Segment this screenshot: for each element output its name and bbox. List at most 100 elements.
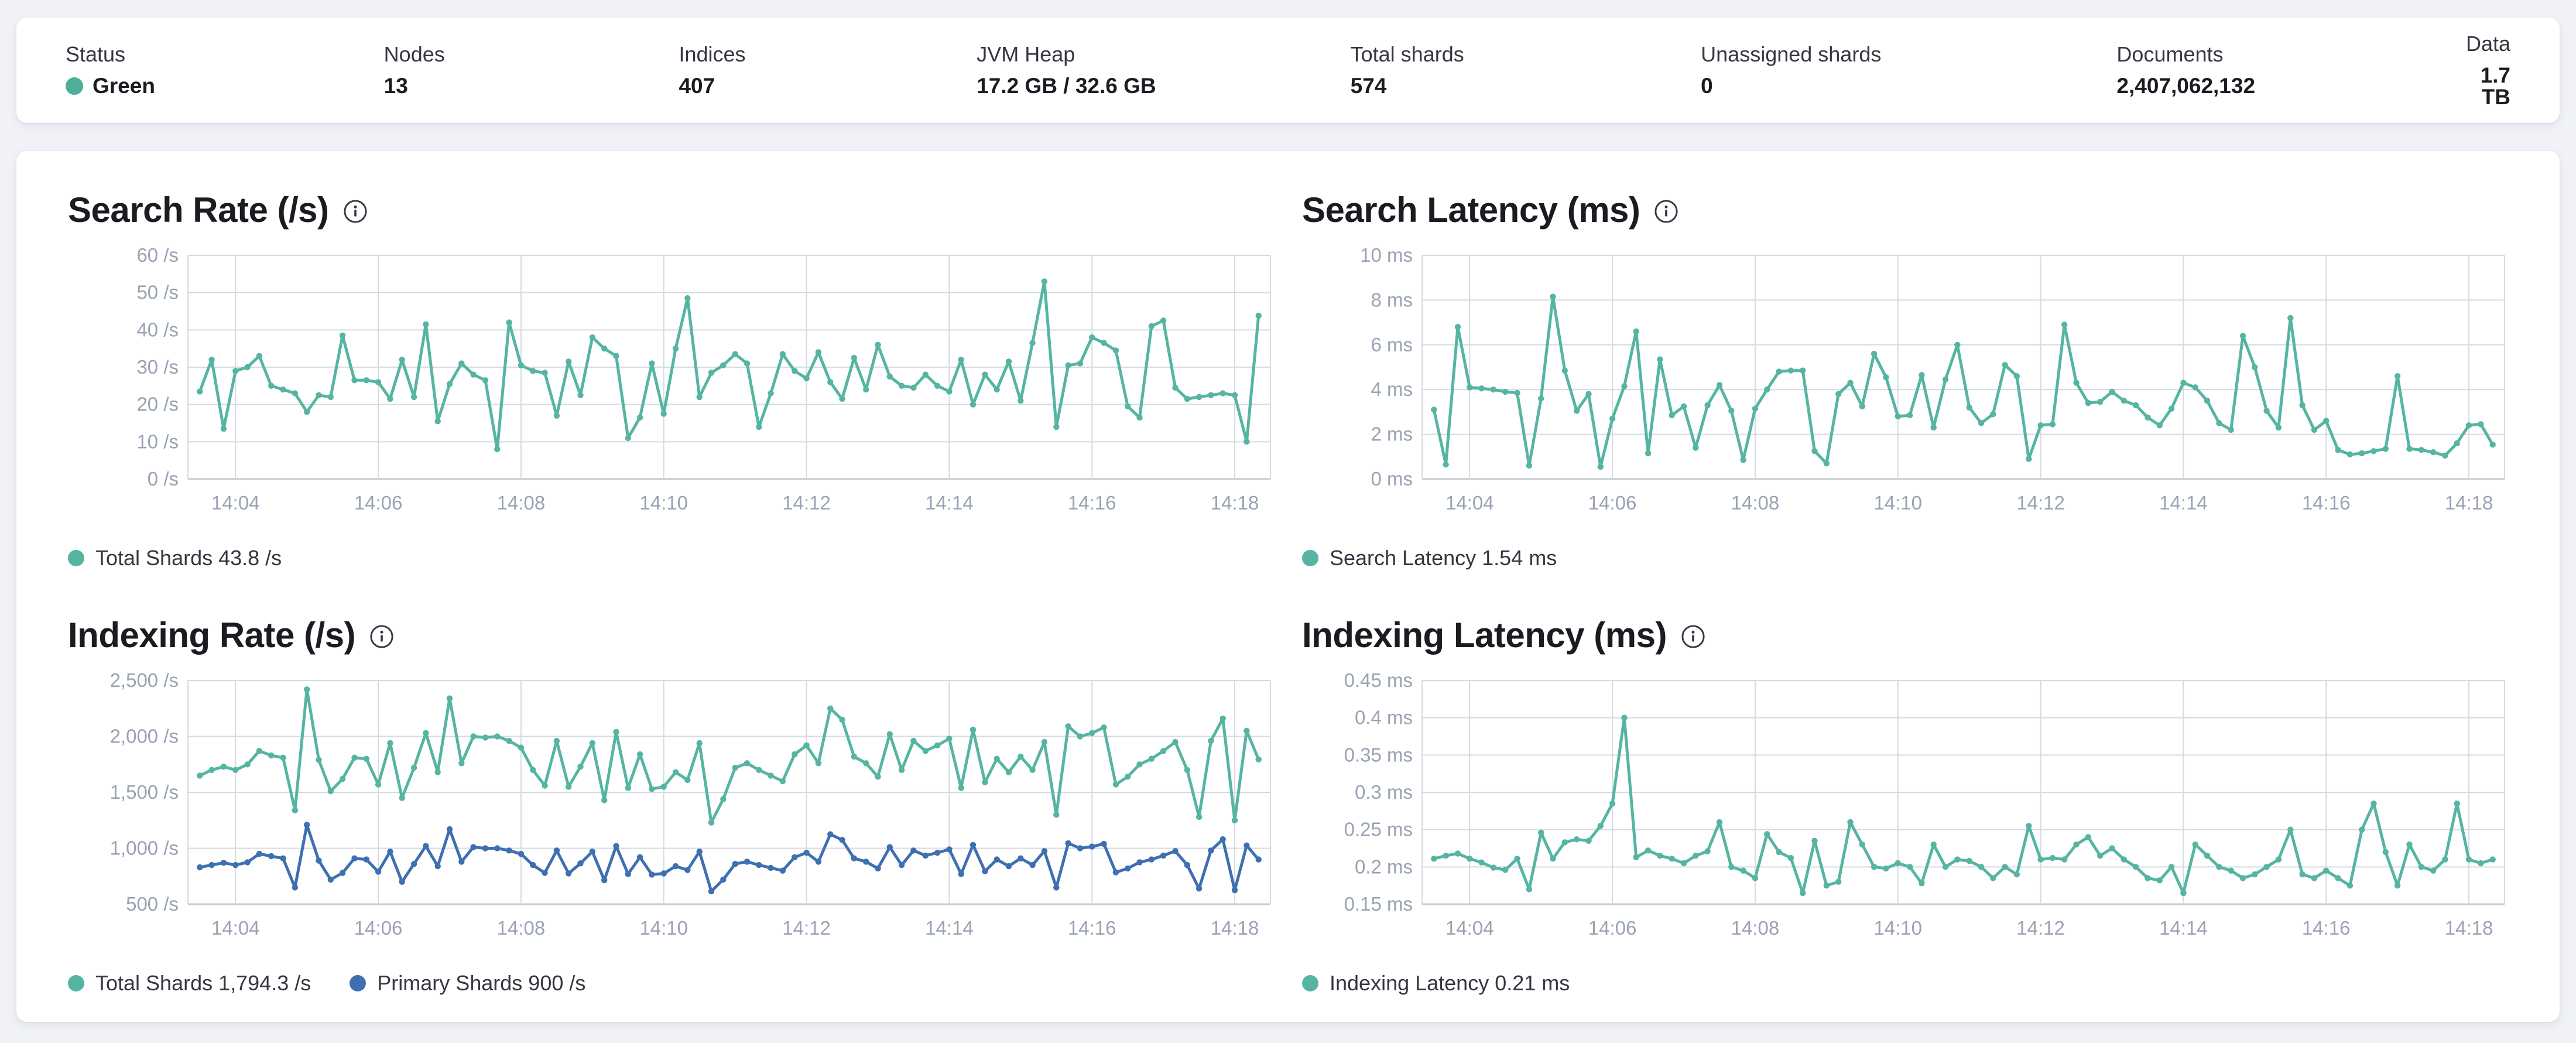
legend-dot-icon — [350, 975, 366, 991]
svg-text:14:16: 14:16 — [1068, 917, 1116, 939]
legend-label: Total Shards 1,794.3 /s — [95, 971, 311, 995]
chart-header: Indexing Rate (/s) — [68, 607, 1275, 663]
chart-title: Indexing Latency (ms) — [1302, 615, 1667, 655]
svg-text:14:10: 14:10 — [639, 917, 688, 939]
svg-text:14:12: 14:12 — [2016, 917, 2065, 939]
stat-status: Status Green — [66, 44, 384, 97]
svg-text:2,000 /s: 2,000 /s — [110, 726, 179, 747]
legend-item[interactable]: Total Shards 1,794.3 /s — [68, 971, 311, 996]
stat-label: Unassigned shards — [1701, 42, 1882, 66]
chart-search-latency: Search Latency (ms) 0 ms 2 ms 4 ms 6 ms 8 ms… — [1302, 182, 2509, 576]
chart-title: Search Rate (/s) — [68, 190, 329, 230]
indexing-rate-plot[interactable]: 500 /s 1,000 /s 1,500 /s 2,000 /s 2,500 /s 14… — [68, 663, 1275, 963]
status-text: Green — [93, 74, 155, 98]
svg-text:14:04: 14:04 — [1445, 917, 1494, 939]
legend-label: Primary Shards 900 /s — [377, 971, 586, 995]
svg-text:14:10: 14:10 — [639, 492, 688, 514]
svg-text:14:10: 14:10 — [1873, 492, 1922, 514]
svg-text:14:08: 14:08 — [497, 492, 546, 514]
stat-label: Total shards — [1350, 42, 1464, 66]
stat-value: 0 — [1701, 74, 1713, 98]
stat-unassigned-shards: Unassigned shards 0 — [1701, 44, 2116, 97]
chart-search-rate: Search Rate (/s) 0 /s 10 /s 20 /s 30 /s 40 /… — [68, 182, 1275, 576]
svg-text:6 ms: 6 ms — [1371, 334, 1413, 355]
svg-text:10 /s: 10 /s — [136, 430, 179, 452]
search-latency-plot[interactable]: 0 ms 2 ms 4 ms 6 ms 8 ms 10 ms 14:04 14:06 14:08… — [1302, 238, 2509, 538]
stat-value: 13 — [383, 74, 408, 98]
svg-text:0.2 ms: 0.2 ms — [1355, 856, 1413, 877]
svg-text:14:08: 14:08 — [497, 917, 546, 939]
legend-item[interactable]: Indexing Latency 0.21 ms — [1302, 971, 1570, 996]
svg-text:4 ms: 4 ms — [1371, 378, 1413, 400]
svg-text:2,500 /s: 2,500 /s — [110, 669, 179, 691]
status-value: Green — [66, 75, 384, 97]
svg-text:8 ms: 8 ms — [1371, 289, 1413, 310]
svg-text:1,000 /s: 1,000 /s — [110, 837, 179, 859]
legend-label: Total Shards 43.8 /s — [95, 546, 282, 570]
svg-text:14:08: 14:08 — [1731, 492, 1780, 514]
stat-label: Data — [2465, 31, 2510, 56]
legend-dot-icon — [1302, 550, 1318, 566]
chart-header: Indexing Latency (ms) — [1302, 607, 2509, 663]
legend-item[interactable]: Total Shards 43.8 /s — [68, 546, 282, 570]
svg-text:14:14: 14:14 — [925, 492, 974, 514]
svg-text:14:12: 14:12 — [782, 917, 831, 939]
svg-text:14:18: 14:18 — [2445, 492, 2493, 514]
chart-legend: Total Shards 1,794.3 /s Primary Shards 90… — [68, 965, 1275, 1001]
stat-value: 17.2 GB / 32.6 GB — [977, 74, 1156, 98]
svg-text:14:12: 14:12 — [782, 492, 831, 514]
svg-text:0.15 ms: 0.15 ms — [1344, 893, 1413, 915]
stat-label: Status — [66, 42, 126, 66]
stat-indices: Indices 407 — [679, 44, 977, 97]
svg-text:10 ms: 10 ms — [1360, 244, 1413, 266]
info-icon[interactable] — [1654, 199, 1678, 224]
svg-text:14:18: 14:18 — [2445, 917, 2493, 939]
svg-text:14:18: 14:18 — [1211, 492, 1259, 514]
stat-data-size: Data 1.7 TB — [2466, 33, 2510, 108]
svg-text:14:16: 14:16 — [2302, 492, 2351, 514]
stat-documents: Documents 2,407,062,132 — [2116, 44, 2466, 97]
svg-text:14:06: 14:06 — [1588, 492, 1637, 514]
info-icon[interactable] — [343, 199, 368, 224]
svg-text:14:12: 14:12 — [2016, 492, 2065, 514]
stat-label: JVM Heap — [977, 42, 1075, 66]
svg-text:0.25 ms: 0.25 ms — [1344, 819, 1413, 840]
svg-text:14:04: 14:04 — [211, 917, 260, 939]
chart-title: Indexing Rate (/s) — [68, 615, 356, 655]
svg-text:0 /s: 0 /s — [148, 468, 179, 490]
legend-item[interactable]: Primary Shards 900 /s — [350, 971, 585, 996]
info-icon[interactable] — [369, 624, 394, 649]
search-rate-plot[interactable]: 0 /s 10 /s 20 /s 30 /s 40 /s 50 /s 60 /s 14:04 1… — [68, 238, 1275, 538]
svg-text:0.4 ms: 0.4 ms — [1355, 707, 1413, 729]
legend-item[interactable]: Search Latency 1.54 ms — [1302, 546, 1557, 570]
svg-text:30 /s: 30 /s — [136, 356, 179, 378]
svg-text:14:06: 14:06 — [354, 917, 403, 939]
svg-text:0.3 ms: 0.3 ms — [1355, 781, 1413, 803]
stat-value: 1.7 TB — [2480, 63, 2510, 109]
info-icon[interactable] — [1681, 624, 1705, 649]
svg-text:14:14: 14:14 — [2159, 492, 2208, 514]
chart-legend: Total Shards 43.8 /s — [68, 540, 1275, 576]
chart-legend: Search Latency 1.54 ms — [1302, 540, 2509, 576]
cluster-overview-bar: Status Green Nodes 13 Indices 407 JVM He… — [16, 18, 2560, 123]
charts-grid: Search Rate (/s) 0 /s 10 /s 20 /s 30 /s 40 /… — [68, 182, 2508, 1001]
svg-text:14:18: 14:18 — [1211, 917, 1259, 939]
svg-text:20 /s: 20 /s — [136, 394, 179, 415]
svg-text:14:08: 14:08 — [1731, 917, 1780, 939]
stat-value: 407 — [679, 74, 715, 98]
stat-total-shards: Total shards 574 — [1351, 44, 1701, 97]
legend-dot-icon — [68, 550, 84, 566]
indexing-latency-plot[interactable]: 0.15 ms 0.2 ms 0.25 ms 0.3 ms 0.35 ms 0.4 ms 0… — [1302, 663, 2509, 963]
stat-value: 574 — [1350, 74, 1387, 98]
legend-dot-icon — [68, 975, 84, 991]
svg-text:14:04: 14:04 — [1445, 492, 1494, 514]
svg-text:50 /s: 50 /s — [136, 282, 179, 303]
legend-label: Indexing Latency 0.21 ms — [1330, 971, 1570, 995]
svg-text:14:10: 14:10 — [1873, 917, 1922, 939]
svg-text:14:16: 14:16 — [1068, 492, 1116, 514]
health-status-dot-icon — [66, 77, 83, 95]
stat-label: Indices — [679, 42, 746, 66]
stat-nodes: Nodes 13 — [384, 44, 679, 97]
legend-label: Search Latency 1.54 ms — [1330, 546, 1557, 570]
chart-indexing-latency: Indexing Latency (ms) 0.15 ms 0.2 ms 0.25 … — [1302, 607, 2509, 1001]
